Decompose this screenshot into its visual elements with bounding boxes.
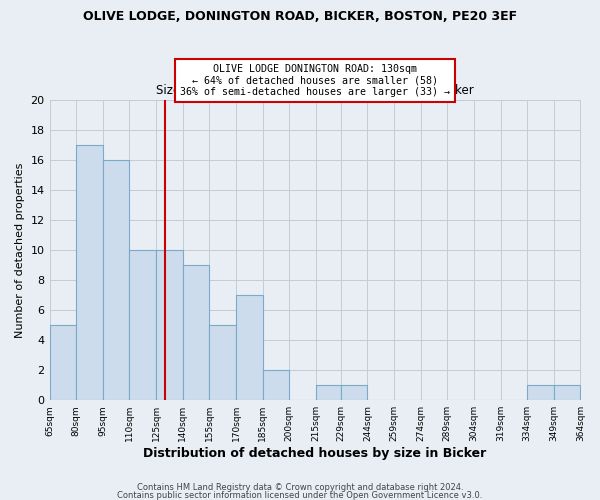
Y-axis label: Number of detached properties: Number of detached properties — [15, 162, 25, 338]
Title: Size of property relative to detached houses in Bicker: Size of property relative to detached ho… — [156, 84, 474, 98]
Text: Contains public sector information licensed under the Open Government Licence v3: Contains public sector information licen… — [118, 490, 482, 500]
Text: Contains HM Land Registry data © Crown copyright and database right 2024.: Contains HM Land Registry data © Crown c… — [137, 484, 463, 492]
Bar — [103, 160, 130, 400]
Bar — [209, 325, 236, 400]
Bar — [130, 250, 156, 400]
Bar — [263, 370, 289, 400]
Bar — [527, 385, 554, 400]
Bar — [50, 325, 76, 400]
Bar — [341, 385, 367, 400]
Bar — [236, 295, 263, 400]
Bar — [316, 385, 341, 400]
Bar — [554, 385, 580, 400]
Text: OLIVE LODGE DONINGTON ROAD: 130sqm
← 64% of detached houses are smaller (58)
36%: OLIVE LODGE DONINGTON ROAD: 130sqm ← 64%… — [180, 64, 450, 97]
Bar — [156, 250, 183, 400]
X-axis label: Distribution of detached houses by size in Bicker: Distribution of detached houses by size … — [143, 447, 487, 460]
Text: OLIVE LODGE, DONINGTON ROAD, BICKER, BOSTON, PE20 3EF: OLIVE LODGE, DONINGTON ROAD, BICKER, BOS… — [83, 10, 517, 23]
Bar — [183, 265, 209, 400]
Bar — [76, 145, 103, 400]
